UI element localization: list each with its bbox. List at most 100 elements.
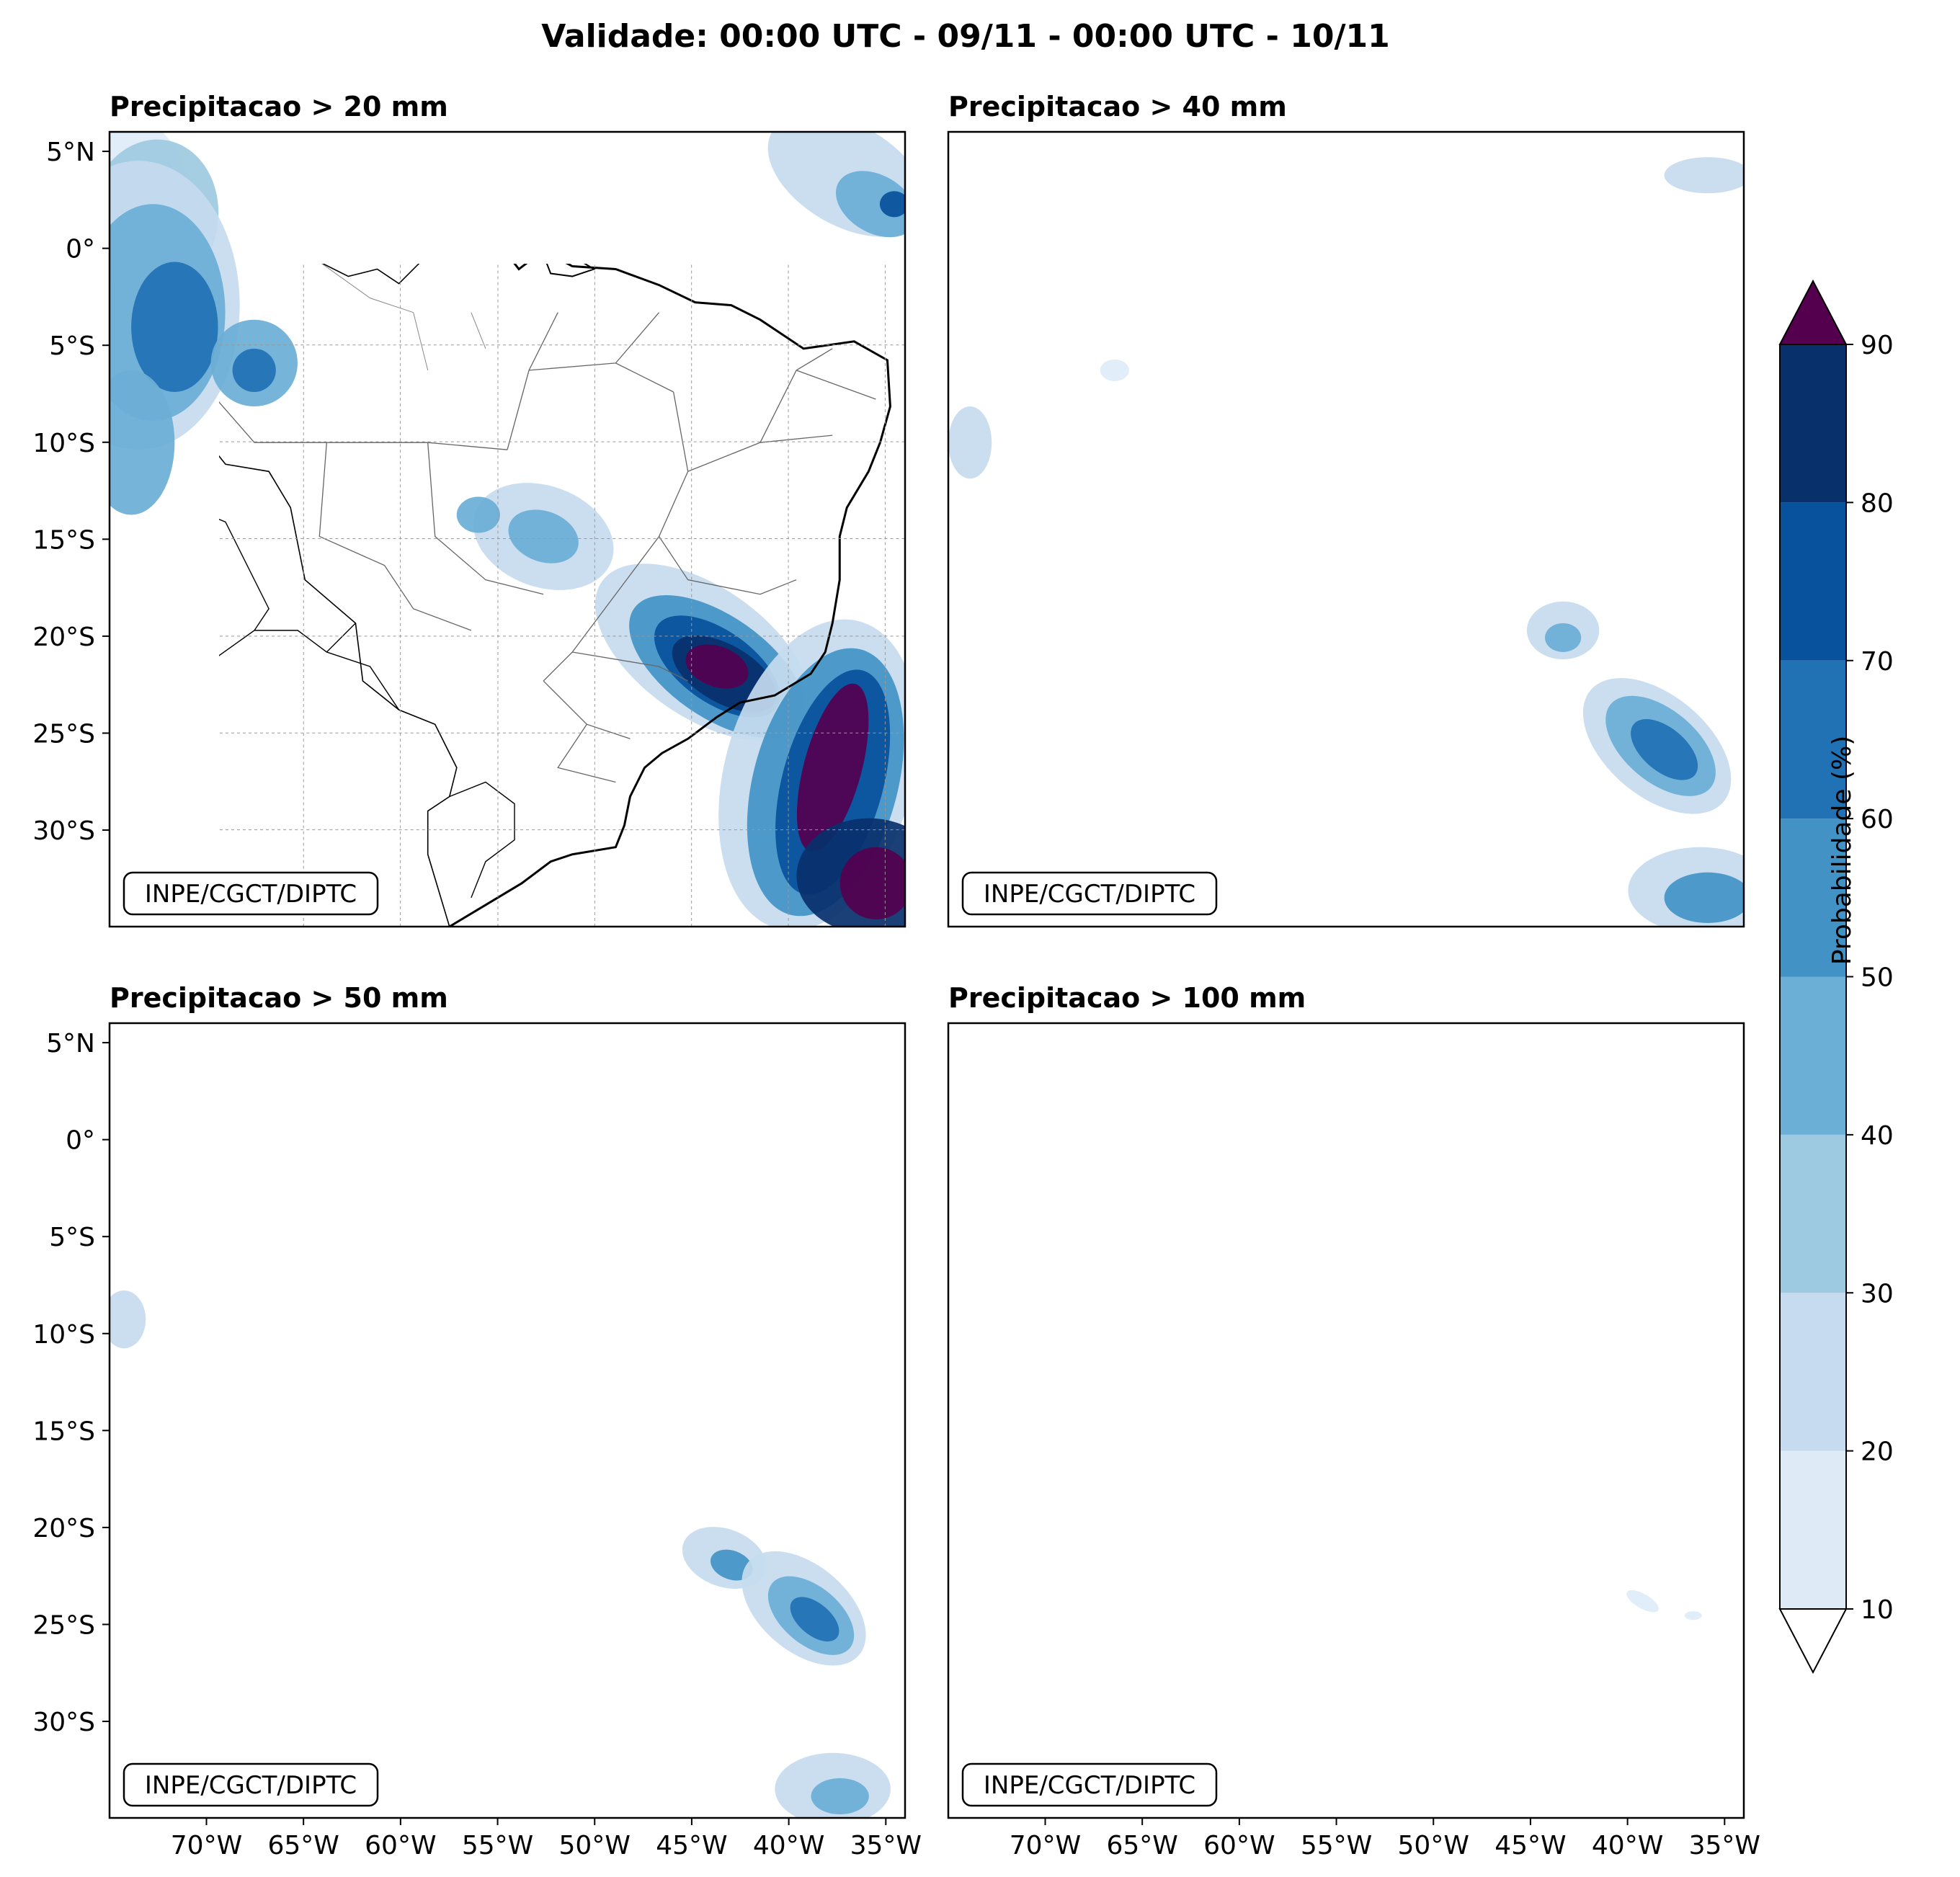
credit-label: INPE/CGCT/DIPTC xyxy=(145,880,357,909)
lon-tick-label: 50°W xyxy=(559,1831,631,1860)
precip-area xyxy=(710,1549,753,1581)
lat-tick-label: 5°S xyxy=(49,331,95,361)
colorbar-extend-min xyxy=(1778,1608,1848,1675)
lat-tick-label: 30°S xyxy=(32,1708,95,1737)
credit-box xyxy=(122,1762,379,1807)
precip-area xyxy=(1100,359,1129,381)
precip-area xyxy=(1631,719,1698,780)
colorbar-label: Probabilidade (%) xyxy=(1827,736,1857,966)
credit-label: INPE/CGCT/DIPTC xyxy=(145,1771,357,1800)
map-panel: Precipitacao > 40 mm INPE/CGCT/DIPTC xyxy=(947,91,1745,928)
map-background xyxy=(110,1023,905,1818)
colorbar-tick-label: 10 xyxy=(1861,1595,1894,1625)
precip-area xyxy=(879,191,905,218)
lon-tick-label: 70°W xyxy=(1010,1831,1081,1860)
precip-area xyxy=(508,509,579,563)
lon-tick-label: 55°W xyxy=(462,1831,533,1860)
credit-label: INPE/CGCT/DIPTC xyxy=(984,880,1195,909)
colorbar-tick-label: 90 xyxy=(1861,331,1894,360)
lon-tick-label: 60°W xyxy=(365,1831,436,1860)
lat-tick-label: 15°S xyxy=(32,1417,95,1446)
lon-tick-label: 65°W xyxy=(267,1831,339,1860)
map-panel: Precipitacao > 20 mm INPE/CGCT/DIPTC 5°N 0°… xyxy=(32,91,906,928)
colorbar-segment xyxy=(1780,344,1846,503)
lat-tick-label: 30°S xyxy=(32,816,95,846)
map-background xyxy=(948,132,1744,927)
colorbar-extend-max xyxy=(1778,279,1848,345)
lon-tick-label: 45°W xyxy=(656,1831,727,1860)
panel-frame xyxy=(108,1022,906,1819)
colorbar-segment xyxy=(1780,976,1846,1135)
lat-tick-label: 15°S xyxy=(32,525,95,555)
colorbar-tick-label: 20 xyxy=(1861,1437,1894,1467)
precip-field xyxy=(110,1290,891,1818)
lon-tick-label: 40°W xyxy=(753,1831,824,1860)
lat-tick-label: 5°S xyxy=(49,1223,95,1252)
colorbar-tick-label: 30 xyxy=(1861,1279,1894,1308)
lon-tick-label: 35°W xyxy=(850,1831,922,1860)
precip-area xyxy=(456,496,500,533)
figure-title: Validade: 00:00 UTC - 09/11 - 00:00 UTC … xyxy=(541,18,1390,55)
precip-field xyxy=(1626,1590,1702,1620)
lon-tick-label: 70°W xyxy=(171,1831,242,1860)
credit-box xyxy=(961,1762,1218,1807)
precip-area xyxy=(839,847,905,919)
colorbar-segment xyxy=(1780,819,1846,977)
precip-area xyxy=(685,644,749,689)
lon-tick-label: 60°W xyxy=(1203,1831,1275,1860)
precip-area xyxy=(811,1778,869,1814)
panel-frame xyxy=(947,1022,1745,1819)
colorbar-segment xyxy=(1780,502,1846,661)
lat-tick-label: 10°S xyxy=(32,429,95,458)
precip-area xyxy=(1545,623,1582,652)
lat-tick-label: 10°S xyxy=(32,1320,95,1350)
panel-title: Precipitacao > 40 mm xyxy=(948,91,1287,122)
colorbar: 10 20 30 40 50 60 70 80 90 xyxy=(1778,279,1894,1675)
colorbar-segment xyxy=(1780,660,1846,819)
lon-tick-label: 50°W xyxy=(1398,1831,1469,1860)
lon-tick-label: 35°W xyxy=(1689,1831,1760,1860)
precip-area xyxy=(796,683,869,852)
map-background xyxy=(948,1023,1744,1818)
lat-tick-label: 5°N xyxy=(46,1029,95,1058)
credit-label: INPE/CGCT/DIPTC xyxy=(984,1771,1195,1800)
colorbar-tick-label: 40 xyxy=(1861,1121,1894,1151)
precip-area xyxy=(232,348,276,392)
panel-title: Precipitacao > 100 mm xyxy=(948,982,1306,1014)
lon-tick-label: 55°W xyxy=(1301,1831,1372,1860)
precip-area xyxy=(790,1597,839,1642)
lat-tick-label: 5°N xyxy=(46,138,95,167)
lat-tick-label: 0° xyxy=(66,235,95,264)
lon-tick-label: 40°W xyxy=(1592,1831,1663,1860)
lon-tick-label: 65°W xyxy=(1106,1831,1177,1860)
lat-tick-label: 0° xyxy=(66,1126,95,1156)
precip-area xyxy=(1664,157,1744,194)
precip-area xyxy=(1626,1590,1659,1613)
lat-tick-label: 25°S xyxy=(32,719,95,749)
panel-title: Precipitacao > 20 mm xyxy=(110,91,448,122)
colorbar-tick-label: 50 xyxy=(1861,963,1894,993)
panel-frame xyxy=(947,130,1745,928)
credit-box xyxy=(961,871,1218,916)
precip-field xyxy=(110,132,905,927)
precip-area xyxy=(131,262,218,392)
precip-field xyxy=(948,157,1744,927)
precip-area xyxy=(948,406,992,479)
lat-tick-label: 20°S xyxy=(32,1514,95,1543)
precip-area xyxy=(835,171,905,238)
colorbar-segment xyxy=(1780,1293,1846,1451)
colorbar-tick-label: 80 xyxy=(1861,489,1894,518)
precip-area xyxy=(1664,872,1744,923)
precip-area xyxy=(110,1290,146,1349)
map-panel: Precipitacao > 100 mm INPE/CGCT/DIPTC 70°W… xyxy=(947,982,1760,1860)
lat-tick-label: 20°S xyxy=(32,623,95,652)
colorbar-tick-label: 70 xyxy=(1861,647,1894,677)
panel-frame xyxy=(108,130,906,928)
colorbar-segment xyxy=(1780,1134,1846,1293)
colorbar-tick-label: 60 xyxy=(1861,805,1894,834)
colorbar-segment xyxy=(1780,1450,1846,1609)
lon-tick-label: 45°W xyxy=(1494,1831,1566,1860)
precip-area xyxy=(110,370,175,515)
map-panel: Precipitacao > 50 mm INPE/CGCT/DIPTC 5°N 0°… xyxy=(32,982,922,1860)
